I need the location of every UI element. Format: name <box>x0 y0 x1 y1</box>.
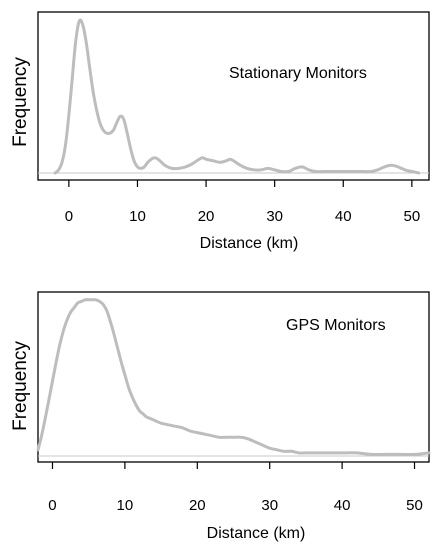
x-tick-label-stationary-0: 0 <box>65 208 73 225</box>
density-curve-stationary <box>53 18 421 175</box>
density-curve-gps <box>36 298 431 457</box>
annotation-stationary: Stationary Monitors <box>229 65 367 82</box>
x-axis-ticks-gps: 0 10 20 30 40 50 <box>48 462 423 514</box>
panel-gps: 0 10 20 30 40 50 GPS Monitors Distance (km) F… <box>10 291 431 542</box>
x-axis-label-stationary: Distance (km) <box>200 235 299 252</box>
x-tick-label-gps-10: 10 <box>117 497 134 514</box>
annotation-gps: GPS Monitors <box>286 317 386 334</box>
x-tick-label-gps-20: 20 <box>189 497 206 514</box>
x-tick-label-gps-0: 0 <box>48 497 56 514</box>
x-axis-label-gps: Distance (km) <box>207 525 306 542</box>
panel-stationary: 0 10 20 30 40 50 Stationary Monitors Distance… <box>10 11 430 252</box>
x-tick-label-stationary-30: 30 <box>266 208 283 225</box>
y-axis-label-gps: Frequency <box>10 341 31 431</box>
x-axis-ticks-stationary: 0 10 20 30 40 50 <box>65 180 420 225</box>
y-axis-label-stationary: Frequency <box>10 57 31 147</box>
x-tick-label-stationary-10: 10 <box>129 208 146 225</box>
x-tick-label-stationary-40: 40 <box>335 208 352 225</box>
x-tick-label-stationary-20: 20 <box>198 208 215 225</box>
plot-frame-stationary <box>37 11 430 181</box>
x-tick-label-gps-40: 40 <box>334 497 351 514</box>
x-tick-label-stationary-50: 50 <box>404 208 421 225</box>
plot-frame-gps <box>37 291 430 463</box>
x-tick-label-gps-30: 30 <box>261 497 278 514</box>
x-tick-label-gps-50: 50 <box>406 497 423 514</box>
